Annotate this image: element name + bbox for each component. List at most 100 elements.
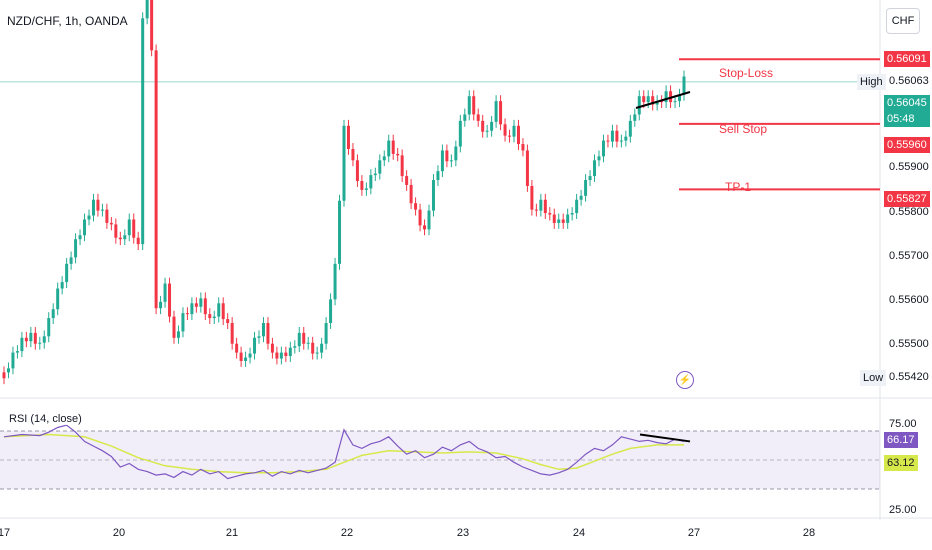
- candle-body: [248, 353, 252, 358]
- tp1-price-tag: 0.55827: [884, 191, 930, 207]
- candle-body: [637, 96, 641, 115]
- candle-body: [664, 91, 668, 103]
- candle-body: [69, 257, 73, 264]
- candle-body: [400, 155, 404, 177]
- candle-body: [485, 130, 489, 132]
- candle-body: [628, 120, 632, 137]
- high-price-label: 0.56063: [889, 75, 929, 87]
- candle-body: [118, 237, 122, 240]
- candle-body: [338, 200, 342, 264]
- low-label: Low: [860, 370, 887, 386]
- candle-body: [597, 156, 601, 161]
- symbol-title[interactable]: NZD/CHF, 1h, OANDA: [7, 14, 128, 28]
- high-label: High: [857, 74, 886, 90]
- candle-body: [342, 125, 346, 201]
- candle-body: [364, 188, 368, 190]
- candle-body: [190, 303, 194, 315]
- candle-body: [51, 309, 55, 319]
- candle-body: [42, 336, 46, 343]
- time-label: 23: [456, 527, 470, 539]
- candle-body: [217, 303, 221, 317]
- candle-body: [494, 101, 498, 122]
- candle-body: [136, 237, 140, 245]
- candle-body: [646, 96, 650, 103]
- candle-body: [512, 125, 516, 137]
- candle-body: [154, 50, 158, 309]
- candle-body: [284, 352, 288, 357]
- rsi-value-tag: 66.17: [884, 432, 918, 448]
- candle-body: [601, 140, 605, 157]
- candle-body: [172, 316, 176, 338]
- candle-body: [431, 180, 435, 211]
- price-tick: 0.55900: [889, 161, 929, 173]
- candle-body: [423, 225, 427, 230]
- candle-body: [78, 235, 82, 240]
- candle-body: [114, 224, 118, 238]
- candle-body: [311, 342, 315, 354]
- candle-body: [239, 352, 243, 361]
- candle-body: [566, 214, 570, 223]
- rsi-tick: 25.00: [889, 504, 917, 516]
- candle-body: [212, 316, 216, 319]
- time-label: 24: [572, 527, 586, 539]
- candle-body: [584, 180, 588, 196]
- candle-body: [463, 114, 467, 121]
- candle-body: [624, 136, 628, 141]
- rsi-band: [0, 431, 880, 489]
- lightning-icon[interactable]: ⚡: [676, 371, 694, 389]
- candle-body: [33, 332, 37, 344]
- candle-body: [396, 153, 400, 156]
- candle-body: [324, 323, 328, 344]
- stop-loss-price-tag: 0.56091: [884, 51, 930, 67]
- candle-body: [275, 352, 279, 359]
- candle-body: [521, 144, 525, 151]
- candle-body: [65, 263, 69, 283]
- candle-body: [593, 160, 597, 177]
- candle-body: [557, 219, 561, 223]
- candle-body: [24, 337, 28, 342]
- rsi-tick: 75.00: [889, 418, 917, 430]
- currency-button[interactable]: CHF: [886, 8, 920, 34]
- candle-body: [440, 150, 444, 172]
- candle-body: [610, 130, 614, 142]
- candle-body: [315, 352, 319, 354]
- candle-body: [575, 199, 579, 214]
- candle-body: [333, 263, 337, 300]
- time-label: 22: [340, 527, 354, 539]
- candle-body: [467, 96, 471, 115]
- candle-body: [181, 313, 185, 332]
- rsi-line: [3, 424, 685, 480]
- candle-body: [74, 239, 78, 258]
- candle-body: [409, 184, 413, 204]
- candle-body: [499, 101, 503, 125]
- candle-body: [530, 185, 534, 210]
- candle-body: [38, 342, 42, 344]
- sell-stop-label: Sell Stop: [719, 122, 768, 136]
- rsi-legend[interactable]: RSI (14, close): [7, 413, 84, 425]
- candle-body: [682, 76, 686, 95]
- price-tick: 0.55600: [889, 294, 929, 306]
- candle-body: [127, 219, 131, 236]
- candle-body: [168, 283, 172, 317]
- candle-body: [619, 140, 623, 142]
- candle-body: [516, 125, 520, 145]
- tp1-label: TP-1: [725, 180, 752, 194]
- candle-body: [427, 210, 431, 230]
- candle-body: [208, 314, 212, 319]
- candle-body: [615, 130, 619, 142]
- candle-body: [257, 336, 261, 338]
- candle-body: [159, 301, 163, 309]
- candle-body: [525, 150, 529, 186]
- candle-body: [60, 282, 64, 289]
- candle-body: [561, 219, 565, 223]
- candle-body: [673, 101, 677, 103]
- candle-body: [391, 140, 395, 154]
- candle-body: [369, 175, 373, 189]
- candle-body: [163, 283, 167, 302]
- candle-body: [481, 120, 485, 132]
- candle-body: [244, 357, 248, 361]
- candle-body: [414, 203, 418, 210]
- candle-body: [150, 0, 154, 51]
- candle-body: [490, 121, 494, 131]
- candle-body: [552, 214, 556, 223]
